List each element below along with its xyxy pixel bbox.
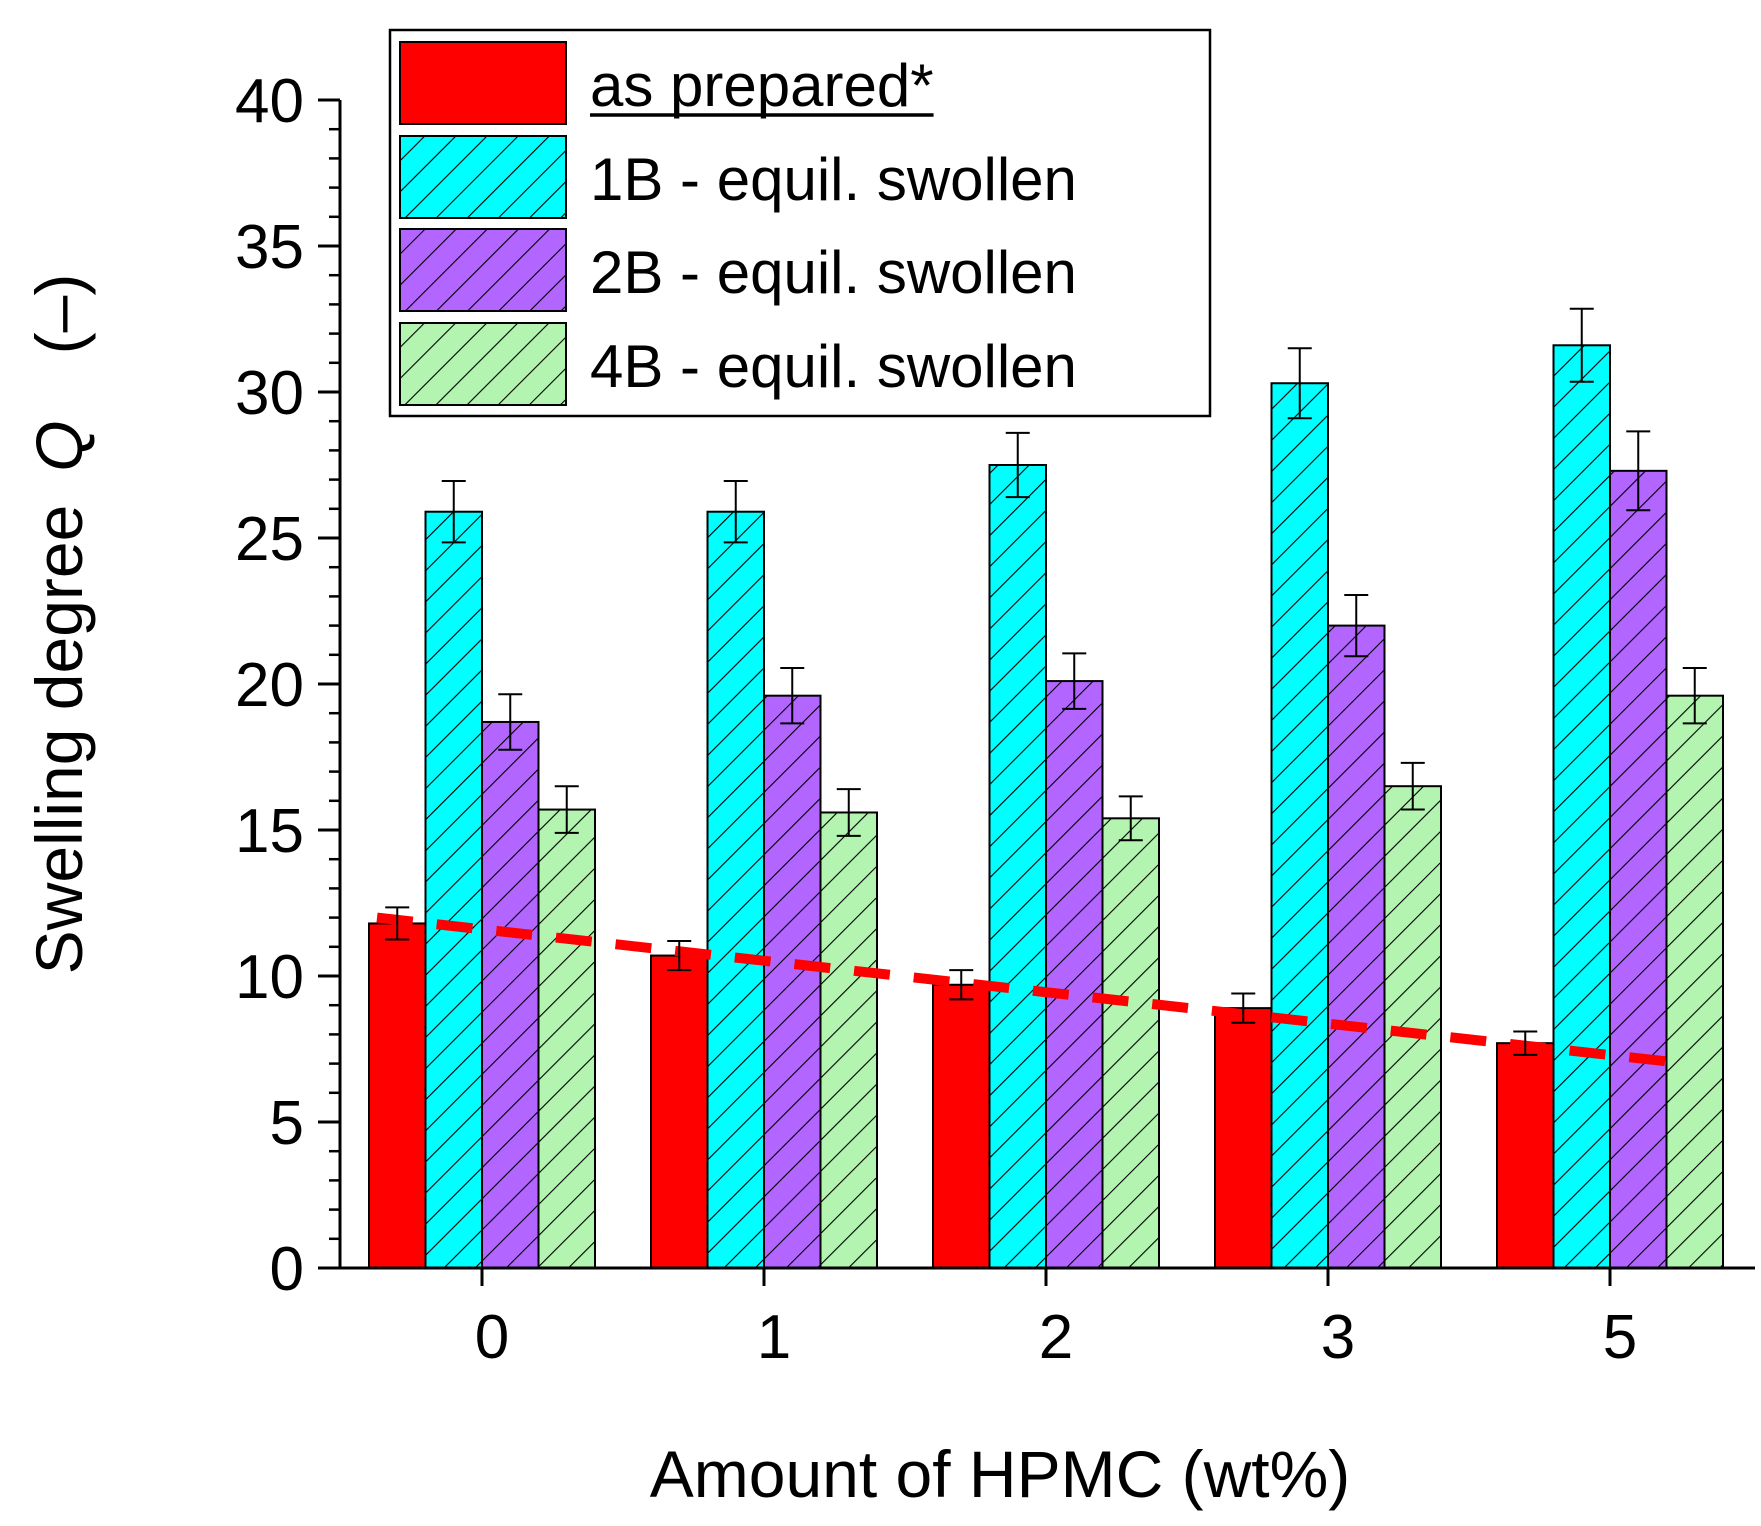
y-tick-label: 15 bbox=[235, 797, 304, 866]
error-bar bbox=[385, 906, 410, 941]
legend-label: 2B - equil. swollen bbox=[590, 239, 1077, 306]
bar-hatch bbox=[1553, 345, 1610, 1268]
y-tick-label: 10 bbox=[235, 943, 304, 1012]
bar bbox=[481, 720, 540, 1269]
legend-swatch-hatch bbox=[400, 323, 566, 405]
y-tick-label: 30 bbox=[235, 359, 304, 428]
bar-hatch bbox=[764, 695, 821, 1268]
error-bar bbox=[667, 939, 692, 972]
bar-fill bbox=[650, 954, 709, 1269]
bar bbox=[424, 510, 483, 1270]
error-bar bbox=[836, 788, 861, 837]
x-axis-title: Amount of HPMC (wt%) bbox=[650, 1437, 1350, 1511]
bar bbox=[1270, 382, 1329, 1269]
error-bar bbox=[498, 693, 523, 751]
error-bar bbox=[1231, 992, 1256, 1024]
bar-hatch bbox=[1271, 383, 1328, 1268]
y-axis-title-symbol: Q bbox=[22, 420, 96, 471]
bar bbox=[1496, 1042, 1555, 1270]
axis-titles: Amount of HPMC (wt%) Swelling degree Q (–… bbox=[22, 274, 1350, 1511]
bar bbox=[1609, 469, 1668, 1269]
y-tick-label: 20 bbox=[235, 651, 304, 720]
bar bbox=[988, 464, 1047, 1269]
legend-label: 4B - equil. swollen bbox=[590, 333, 1077, 400]
bar-hatch bbox=[482, 721, 539, 1268]
y-axis-title-unit: (–) bbox=[22, 274, 96, 421]
legend-label: as prepared* bbox=[590, 52, 934, 119]
y-tick-label: 40 bbox=[235, 67, 304, 136]
bar bbox=[1665, 694, 1724, 1269]
error-bar bbox=[1400, 761, 1425, 811]
bar-hatch bbox=[1666, 695, 1723, 1268]
legend-entry: as prepared* bbox=[399, 41, 934, 125]
y-tick-label: 35 bbox=[235, 213, 304, 282]
bar bbox=[706, 510, 765, 1270]
bar bbox=[1045, 680, 1104, 1269]
x-tick-label: 3 bbox=[1321, 1303, 1355, 1372]
bar bbox=[1101, 817, 1160, 1269]
legend: as prepared* 1B - equil. swollen 2B - equi… bbox=[388, 28, 1212, 418]
y-axis-title: Swelling degree Q (–) bbox=[22, 274, 96, 975]
bar bbox=[368, 922, 427, 1269]
bar-hatch bbox=[820, 812, 877, 1268]
legend-entry: 2B - equil. swollen bbox=[399, 228, 1077, 312]
bars-layer bbox=[368, 344, 1724, 1270]
x-tick-label: 2 bbox=[1039, 1303, 1073, 1372]
error-bar bbox=[780, 666, 805, 725]
error-bar bbox=[949, 969, 974, 1001]
legend-swatch bbox=[399, 41, 567, 125]
bar bbox=[1214, 1007, 1273, 1269]
y-tick-label: 0 bbox=[270, 1235, 304, 1304]
bar-fill bbox=[1214, 1007, 1273, 1269]
error-bars-layer bbox=[385, 307, 1707, 1056]
error-bar bbox=[723, 480, 748, 544]
y-axis-title-group: Swelling degree Q (–) bbox=[22, 274, 96, 975]
bar bbox=[763, 694, 822, 1269]
bar-fill bbox=[932, 983, 991, 1269]
error-bar bbox=[1513, 1030, 1538, 1056]
legend-entry: 1B - equil. swollen bbox=[399, 135, 1077, 219]
bar-fill bbox=[1496, 1042, 1555, 1270]
trendline bbox=[376, 912, 1688, 1069]
error-bar bbox=[1287, 347, 1312, 420]
y-tick-label: 25 bbox=[235, 505, 304, 574]
bar-hatch bbox=[707, 511, 764, 1269]
bar bbox=[819, 811, 878, 1269]
error-bar bbox=[1626, 430, 1651, 512]
legend-swatch-hatch bbox=[400, 229, 566, 311]
error-bar bbox=[1062, 652, 1087, 710]
bar-hatch bbox=[1610, 470, 1667, 1269]
error-bar bbox=[1344, 593, 1369, 658]
error-bar bbox=[1005, 431, 1030, 499]
legend-swatch-hatch bbox=[400, 136, 566, 218]
bar bbox=[650, 954, 709, 1269]
bar bbox=[932, 983, 991, 1269]
error-bar bbox=[554, 785, 579, 834]
bar-fill bbox=[368, 922, 427, 1269]
error-bar bbox=[441, 480, 466, 544]
error-bar bbox=[1569, 307, 1594, 383]
error-bar bbox=[1118, 795, 1143, 842]
bar-hatch bbox=[989, 465, 1046, 1268]
bar bbox=[1552, 344, 1611, 1269]
bar-hatch bbox=[1102, 818, 1159, 1268]
error-bar bbox=[1682, 666, 1707, 725]
bar-hatch bbox=[1328, 625, 1385, 1268]
y-tick-label: 5 bbox=[270, 1089, 304, 1158]
bar-hatch bbox=[538, 809, 595, 1268]
legend-entry: 4B - equil. swollen bbox=[399, 322, 1077, 406]
x-tick-label: 0 bbox=[475, 1303, 509, 1372]
trendline-layer bbox=[376, 912, 1688, 1069]
bar-hatch bbox=[1046, 681, 1103, 1268]
bar-hatch bbox=[425, 511, 482, 1269]
y-axis-title-label: Swelling degree bbox=[22, 472, 96, 975]
legend-label: 1B - equil. swollen bbox=[590, 146, 1077, 213]
x-tick-label: 1 bbox=[757, 1303, 791, 1372]
x-tick-label: 5 bbox=[1603, 1303, 1637, 1372]
bar bbox=[1327, 624, 1386, 1269]
bar bbox=[537, 808, 596, 1269]
